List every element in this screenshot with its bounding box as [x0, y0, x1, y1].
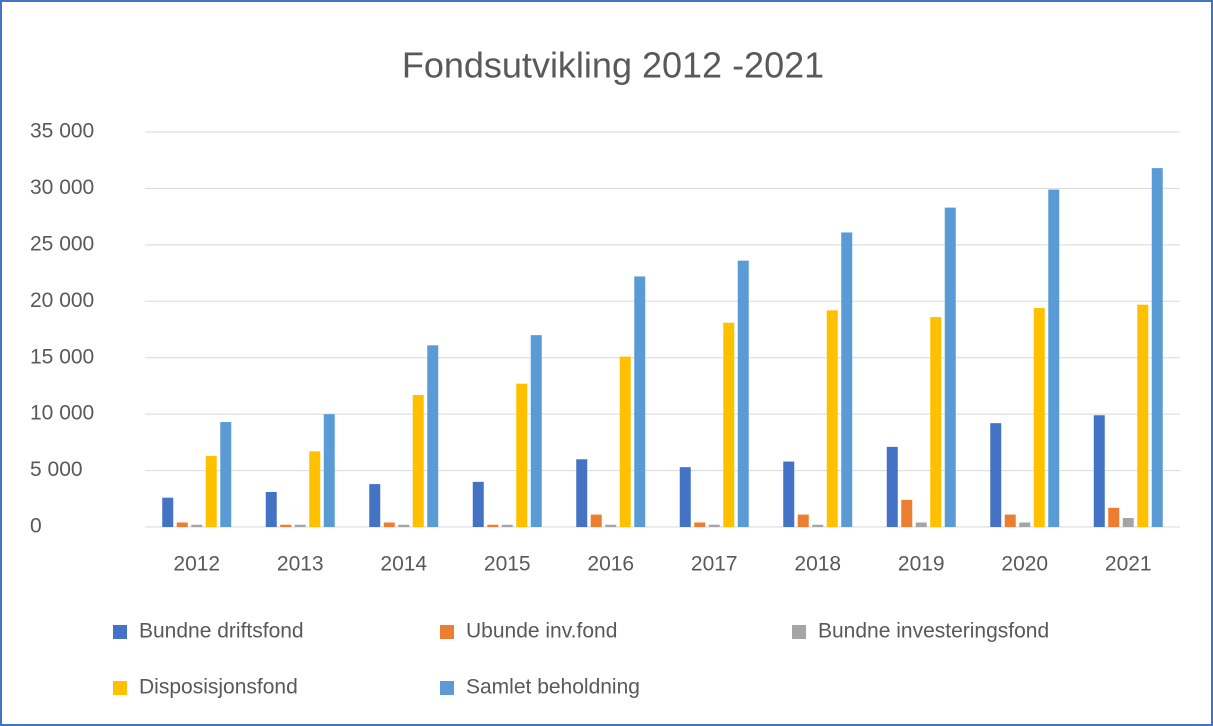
bar — [162, 497, 174, 527]
y-tick-label: 30 000 — [30, 176, 94, 199]
legend-swatch — [440, 625, 454, 639]
x-tick-label: 2013 — [277, 553, 324, 576]
x-tick-label: 2014 — [380, 553, 427, 576]
bar — [1004, 514, 1016, 527]
y-tick-label: 15 000 — [30, 345, 94, 368]
bar — [516, 383, 528, 527]
legend-label: Disposisjonsfond — [139, 676, 298, 699]
x-tick-label: 2012 — [173, 553, 220, 576]
bar — [915, 522, 927, 527]
y-tick-label: 0 — [30, 515, 42, 538]
bar — [605, 524, 617, 527]
bar — [1048, 189, 1060, 528]
bar — [737, 260, 749, 527]
bar — [826, 310, 838, 527]
bar — [590, 514, 602, 527]
x-tick-label: 2019 — [898, 553, 945, 576]
y-tick-label: 20 000 — [30, 289, 94, 312]
bar — [812, 524, 824, 527]
y-tick-label: 25 000 — [30, 232, 94, 255]
bar — [280, 524, 292, 527]
bar — [619, 356, 631, 527]
x-tick-label: 2015 — [484, 553, 531, 576]
bar — [323, 414, 335, 527]
bar — [427, 345, 439, 527]
y-tick-label: 10 000 — [30, 402, 94, 425]
bar — [398, 524, 410, 527]
bar — [383, 522, 395, 527]
bar — [369, 484, 381, 527]
bar — [176, 522, 188, 527]
bar — [708, 524, 720, 527]
bar — [1033, 308, 1045, 527]
bar — [944, 207, 956, 527]
bar — [1093, 415, 1105, 527]
bar — [930, 317, 942, 527]
bar — [901, 499, 913, 527]
y-tick-label: 35 000 — [30, 120, 94, 143]
bar — [501, 524, 513, 527]
x-tick-label: 2017 — [691, 553, 738, 576]
bar — [191, 524, 203, 527]
bar — [694, 522, 706, 527]
x-tick-label: 2018 — [794, 553, 841, 576]
bar — [783, 461, 795, 527]
y-tick-label: 5 000 — [30, 458, 83, 481]
bar — [220, 422, 232, 527]
bar — [886, 446, 898, 527]
x-tick-label: 2016 — [587, 553, 634, 576]
bar — [412, 394, 424, 527]
x-tick-label: 2020 — [1001, 553, 1048, 576]
bar — [530, 335, 542, 527]
bar — [1137, 304, 1149, 527]
bar — [472, 481, 484, 527]
bar — [990, 423, 1002, 527]
bar — [1151, 168, 1163, 527]
legend-swatch — [113, 625, 127, 639]
bar — [1019, 522, 1031, 527]
chart-title: Fondsutvikling 2012 -2021 — [402, 45, 824, 86]
legend-label: Bundne driftsfond — [139, 620, 304, 643]
legend-label: Samlet beholdning — [466, 676, 640, 699]
bar — [1122, 517, 1134, 527]
bar — [487, 524, 499, 527]
bar — [634, 276, 646, 527]
bar — [679, 467, 691, 527]
bar — [294, 524, 306, 527]
bar — [723, 322, 735, 527]
bar — [265, 492, 277, 527]
legend-swatch — [440, 681, 454, 695]
legend-label: Ubunde inv.fond — [466, 620, 617, 643]
bar — [309, 451, 321, 527]
x-tick-label: 2021 — [1105, 553, 1152, 576]
bar — [1108, 507, 1120, 527]
legend-swatch — [113, 681, 127, 695]
bar — [205, 455, 217, 527]
bar — [797, 514, 809, 527]
legend-label: Bundne investeringsfond — [818, 620, 1049, 643]
bar — [841, 232, 853, 527]
legend-swatch — [792, 625, 806, 639]
bar — [576, 459, 588, 527]
